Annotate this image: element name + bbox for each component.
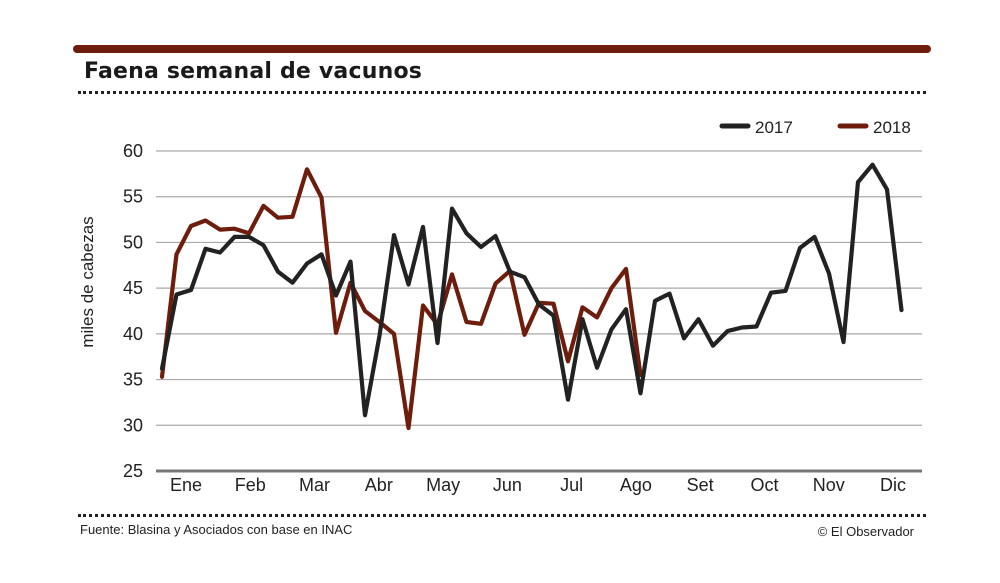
x-tick-label: Nov xyxy=(813,475,845,495)
series-line-2017 xyxy=(159,162,904,418)
legend-label-2018: 2018 xyxy=(873,118,911,137)
series-line-2018 xyxy=(159,167,643,431)
y-tick-label: 30 xyxy=(123,415,143,435)
copyright-note: © El Observador xyxy=(817,524,914,539)
x-axis-ticks: Ene Feb Mar Abr May Jun Jul Ago Set Oct Nov Dic xyxy=(170,475,906,495)
x-tick-label: Jul xyxy=(560,475,583,495)
y-tick-label: 45 xyxy=(123,278,143,298)
y-tick-label: 50 xyxy=(123,232,143,252)
x-tick-label: Oct xyxy=(750,475,778,495)
x-tick-label: Mar xyxy=(299,475,330,495)
y-tick-label: 25 xyxy=(123,461,143,481)
x-tick-label: Set xyxy=(687,475,714,495)
divider-top xyxy=(78,91,926,94)
x-tick-label: Abr xyxy=(365,475,393,495)
legend: 2017 2018 xyxy=(719,118,911,137)
series-lines xyxy=(159,162,904,431)
x-tick-label: Feb xyxy=(235,475,266,495)
y-tick-label: 55 xyxy=(123,187,143,207)
page-title: Faena semanal de vacunos xyxy=(84,59,423,84)
legend-label-2017: 2017 xyxy=(755,118,793,137)
y-axis-ticks: 25 30 35 40 45 50 55 60 xyxy=(123,141,143,481)
x-tick-label: May xyxy=(426,475,460,495)
divider-bottom xyxy=(78,514,926,517)
y-tick-label: 60 xyxy=(123,141,143,161)
x-tick-label: Jun xyxy=(493,475,522,495)
x-tick-label: Ene xyxy=(170,475,202,495)
y-axis-label: miles de cabezas xyxy=(78,216,97,347)
header-bar xyxy=(73,45,931,53)
y-tick-label: 40 xyxy=(123,324,143,344)
source-note: Fuente: Blasina y Asociados con base en … xyxy=(80,522,353,537)
y-tick-label: 35 xyxy=(123,370,143,390)
x-tick-label: Ago xyxy=(620,475,652,495)
grid-lines xyxy=(156,150,922,473)
x-tick-label: Dic xyxy=(880,475,906,495)
